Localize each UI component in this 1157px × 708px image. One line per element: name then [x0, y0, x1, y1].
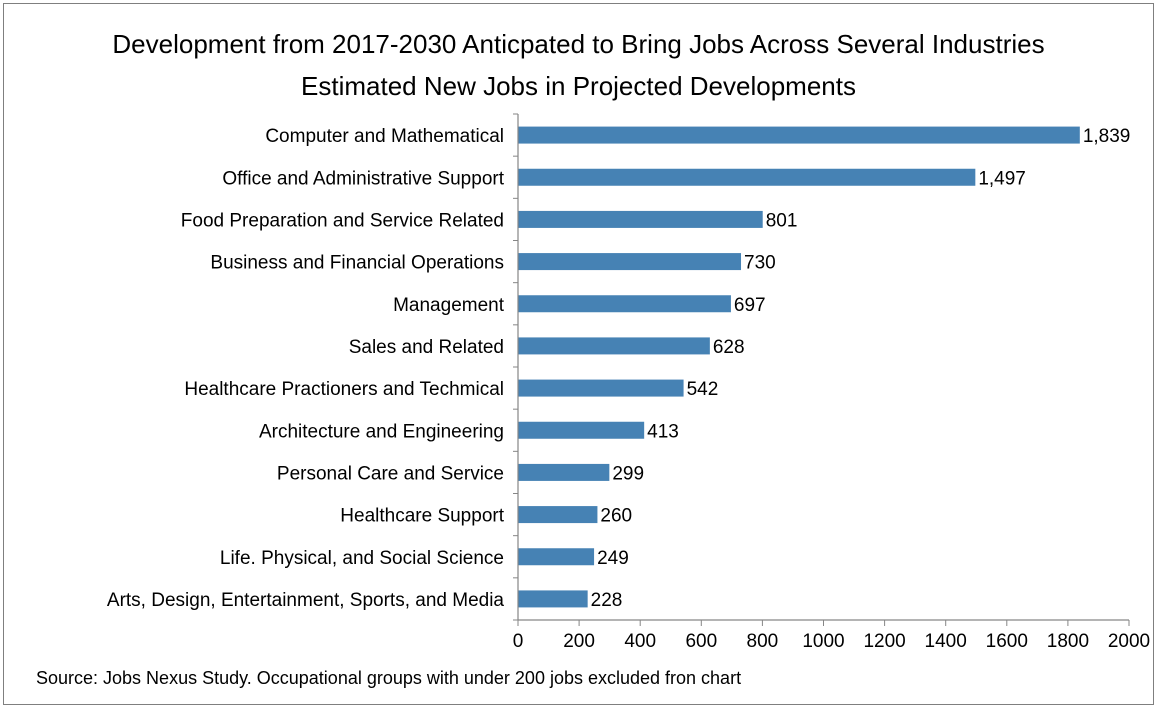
- bar: [518, 253, 741, 270]
- x-tick-label: 400: [624, 631, 656, 652]
- x-tick-label: 1800: [1047, 631, 1089, 652]
- category-label: Architecture and Engineering: [259, 421, 504, 442]
- data-label: 542: [687, 379, 719, 400]
- data-label: 260: [600, 506, 632, 527]
- x-tick-label: 600: [685, 631, 717, 652]
- category-label: Personal Care and Service: [277, 463, 504, 484]
- x-tick-label: 200: [563, 631, 595, 652]
- bar: [518, 422, 644, 439]
- data-label: 413: [647, 421, 679, 442]
- x-tick-label: 1400: [925, 631, 967, 652]
- data-label: 249: [597, 548, 629, 569]
- category-label: Arts, Design, Entertainment, Sports, and…: [107, 590, 505, 611]
- x-tick-label: 1000: [802, 631, 844, 652]
- x-tick-label: 2000: [1108, 631, 1150, 652]
- category-label: Office and Administrative Support: [222, 168, 504, 189]
- category-label: Healthcare Practioners and Techmical: [184, 379, 504, 400]
- bar: [518, 380, 684, 397]
- bar: [518, 169, 975, 186]
- x-tick-label: 1600: [986, 631, 1028, 652]
- data-label: 628: [713, 337, 745, 358]
- data-label: 299: [612, 463, 644, 484]
- category-label: Computer and Mathematical: [265, 126, 504, 147]
- x-tick-label: 1200: [863, 631, 905, 652]
- source-note: Source: Jobs Nexus Study. Occupational g…: [36, 668, 741, 689]
- category-label: Business and Financial Operations: [210, 253, 504, 274]
- bar: [518, 464, 609, 481]
- category-label: Food Preparation and Service Related: [181, 210, 504, 231]
- category-label: Sales and Related: [349, 337, 504, 358]
- bar: [518, 337, 710, 354]
- bar: [518, 295, 731, 312]
- data-label: 801: [766, 210, 798, 231]
- category-label: Healthcare Support: [340, 506, 504, 527]
- category-label: Life. Physical, and Social Science: [220, 548, 504, 569]
- x-tick-label: 0: [513, 631, 524, 652]
- data-label: 1,497: [978, 168, 1026, 189]
- bar: [518, 506, 597, 523]
- bar: [518, 127, 1080, 144]
- bar: [518, 211, 763, 228]
- data-label: 697: [734, 295, 766, 316]
- x-tick-label: 800: [747, 631, 779, 652]
- data-label: 228: [591, 590, 623, 611]
- bar: [518, 548, 594, 565]
- bar: [518, 590, 588, 607]
- data-label: 1,839: [1083, 126, 1131, 147]
- category-label: Management: [393, 295, 505, 316]
- data-label: 730: [744, 253, 776, 274]
